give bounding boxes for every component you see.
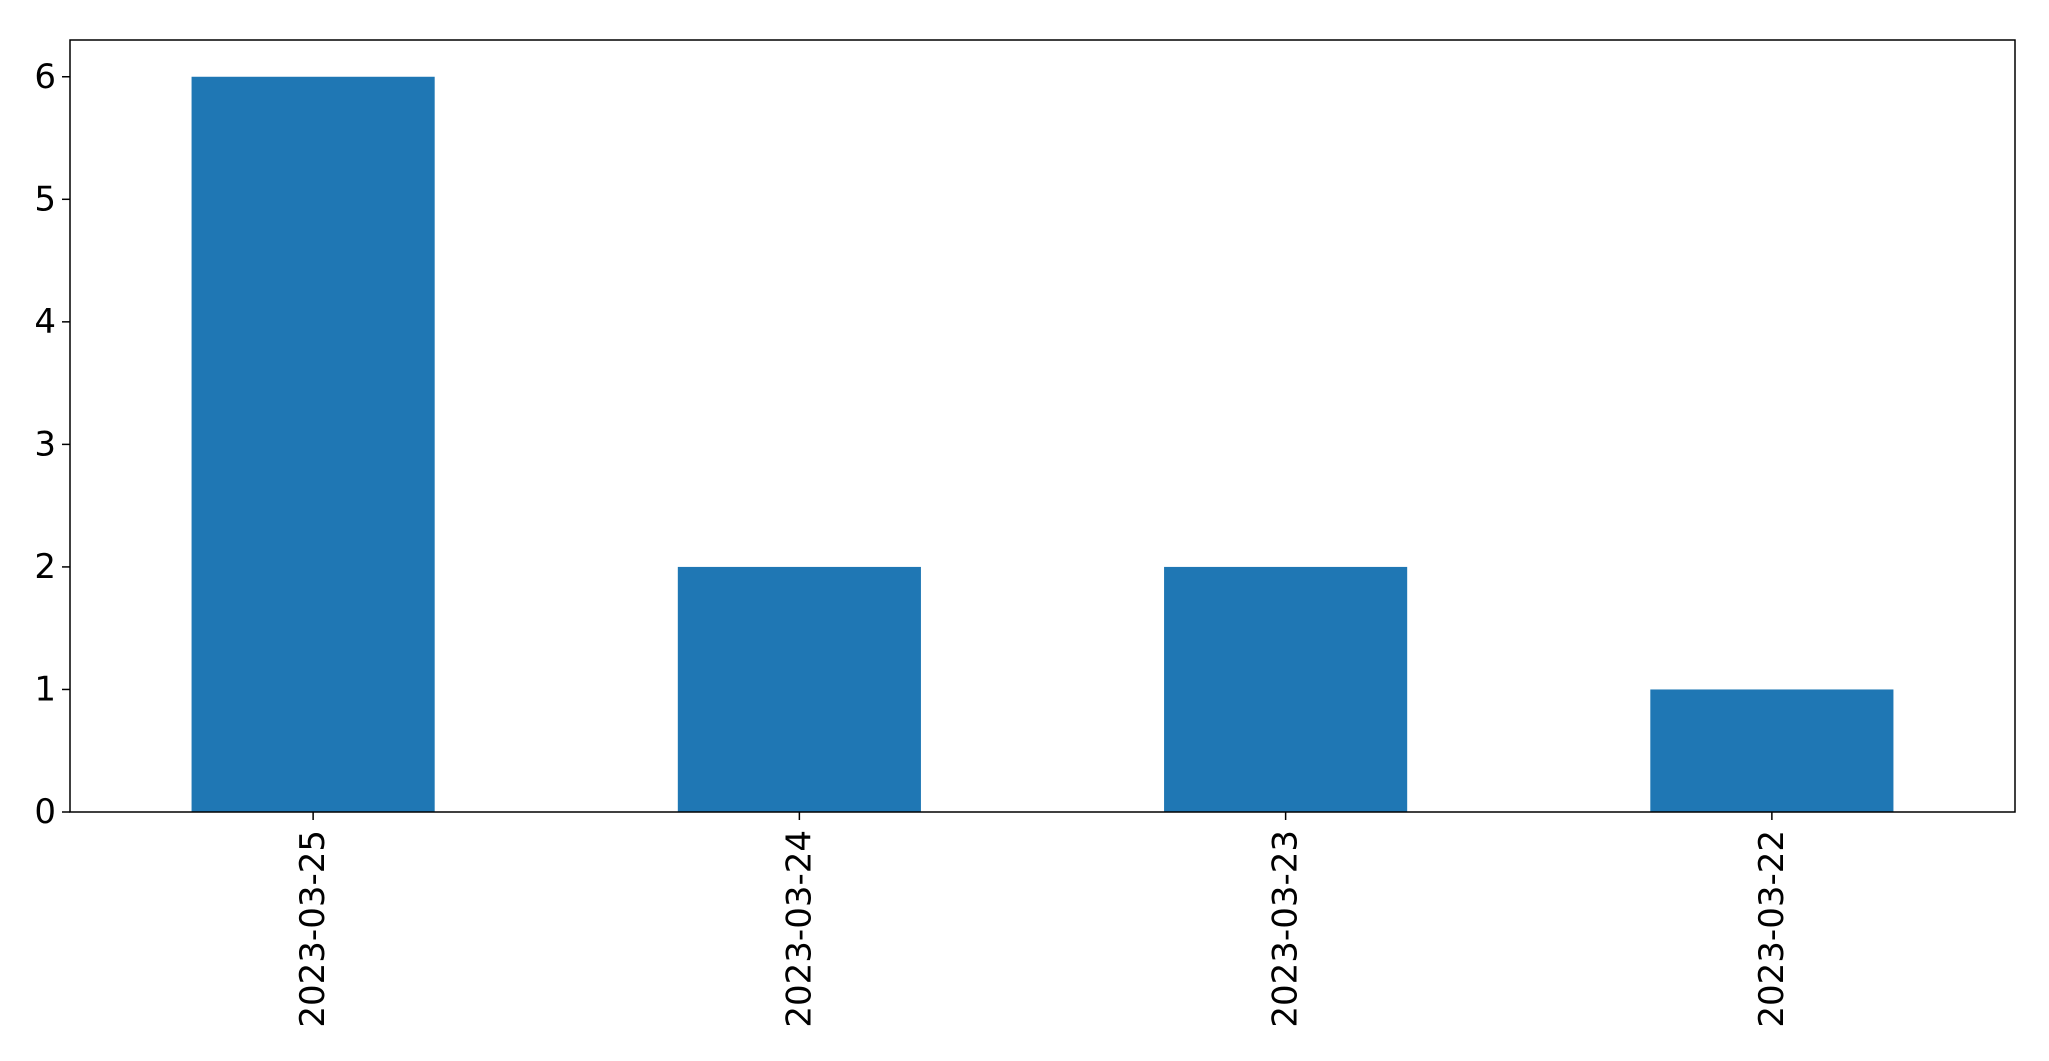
y-axis: 0 1 2 3 4 5 6 bbox=[34, 57, 70, 832]
x-axis: 2023-03-25 2023-03-24 2023-03-23 2023-03-22 bbox=[293, 812, 1792, 1028]
y-tick-label-2: 2 bbox=[34, 547, 56, 587]
x-tick-label-2023-03-25: 2023-03-25 bbox=[293, 830, 333, 1028]
y-tick-label-6: 6 bbox=[34, 57, 56, 97]
y-tick-label-4: 4 bbox=[34, 302, 56, 342]
x-tick-label-2023-03-24: 2023-03-24 bbox=[779, 830, 819, 1028]
x-tick-label-2023-03-22: 2023-03-22 bbox=[1752, 830, 1792, 1028]
bar-2023-03-23 bbox=[1164, 566, 1408, 812]
bar-2023-03-24 bbox=[677, 566, 921, 812]
x-tick-label-2023-03-23: 2023-03-23 bbox=[1266, 830, 1306, 1028]
y-tick-label-3: 3 bbox=[34, 424, 56, 464]
y-tick-label-5: 5 bbox=[34, 179, 56, 219]
bar-2023-03-22 bbox=[1650, 689, 1894, 812]
bar-2023-03-25 bbox=[191, 76, 435, 812]
bars-group bbox=[191, 76, 1894, 812]
y-tick-label-0: 0 bbox=[34, 792, 56, 832]
plot-frame bbox=[69, 39, 2016, 813]
y-tick-label-1: 1 bbox=[34, 669, 56, 709]
